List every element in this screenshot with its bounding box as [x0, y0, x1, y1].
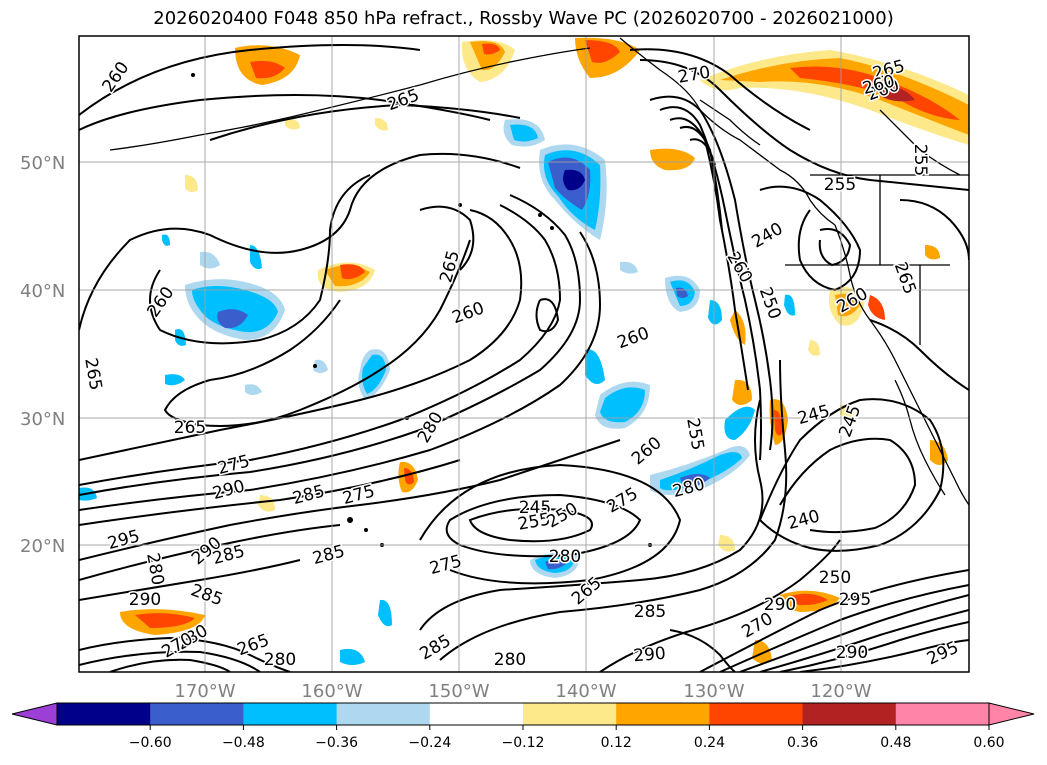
- colorbar-tick-label: −0.60: [129, 735, 172, 751]
- colorbar: −0.60 −0.48 −0.36 −0.24 −0.12 0.12 0.24 0.36 0.4…: [11, 702, 1035, 751]
- lat-label: 20°N: [20, 536, 65, 557]
- lat-label: 30°N: [20, 409, 65, 430]
- contour-label: 290: [764, 595, 796, 615]
- colorbar-bin: [802, 703, 897, 725]
- lon-label: 160°W: [301, 681, 362, 702]
- colorbar-tick-label: 0.24: [694, 735, 725, 751]
- colorbar-tick-label: 0.48: [880, 735, 911, 751]
- colorbar-bin: [336, 703, 431, 725]
- contour-label: 255: [910, 144, 930, 176]
- colorbar-bin: [150, 703, 244, 725]
- colorbar-bin: [523, 703, 617, 725]
- lat-label: 50°N: [20, 153, 65, 174]
- colorbar-bin: [429, 703, 524, 725]
- contour-label: 265: [174, 418, 206, 438]
- colorbar-bin: [243, 703, 338, 725]
- colorbar-tick-label: −0.48: [222, 735, 265, 751]
- map-frame: [78, 35, 970, 673]
- colorbar-tick-label: 0.60: [973, 735, 1004, 751]
- contour-label: 245: [519, 498, 551, 518]
- colorbar-tick-label: −0.36: [315, 735, 358, 751]
- lat-label: 40°N: [20, 281, 65, 302]
- contour-label: 285: [634, 602, 666, 622]
- colorbar-bin: [709, 703, 804, 725]
- contour-label: 280: [549, 547, 581, 567]
- contour-label: 290: [633, 644, 667, 667]
- refractivity-shading: [79, 37, 969, 665]
- colorbar-bin: [895, 703, 990, 725]
- colorbar-over-arrow: [988, 702, 1035, 726]
- colorbar-tick-label: 0.12: [601, 735, 632, 751]
- colorbar-bin: [57, 703, 151, 725]
- colorbar-bin: [616, 703, 710, 725]
- colorbar-tick-label: −0.24: [408, 735, 451, 751]
- longitude-labels: 170°W 160°W 150°W 140°W 130°W 120°W: [174, 681, 871, 702]
- contour-label: 290: [836, 643, 868, 663]
- contour-label: 250: [819, 568, 851, 588]
- lon-label: 130°W: [683, 681, 744, 702]
- colorbar-tick-label: −0.12: [502, 735, 545, 751]
- latitude-labels: 50°N 40°N 30°N 20°N: [20, 153, 65, 557]
- lon-label: 140°W: [555, 681, 616, 702]
- lon-label: 120°W: [810, 681, 871, 702]
- contour-label: 280: [264, 650, 296, 670]
- colorbar-under-arrow: [11, 702, 58, 726]
- lon-label: 170°W: [174, 681, 235, 702]
- contour-label: 255: [682, 416, 707, 451]
- colorbar-tick-label: 0.36: [787, 735, 818, 751]
- graticule: [79, 36, 969, 672]
- chart-title: 2026020400 F048 850 hPa refract., Rossby…: [153, 8, 894, 29]
- contour-label: 290: [129, 590, 161, 610]
- contour-label: 280: [494, 650, 526, 670]
- contour-label: 295: [839, 590, 871, 610]
- coastlines: [109, 37, 969, 506]
- contour-label: 255: [824, 175, 856, 195]
- lon-label: 150°W: [428, 681, 489, 702]
